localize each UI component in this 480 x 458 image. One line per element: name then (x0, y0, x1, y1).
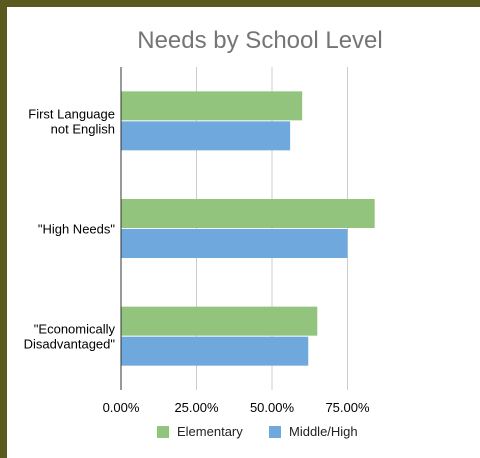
category-label-2-0: "Economically (34, 322, 116, 337)
x-tick-label-3: 75.00% (325, 400, 370, 415)
x-tick-label-2: 50.00% (250, 400, 295, 415)
gridlines (196, 67, 348, 390)
bar-middle-high-0 (121, 121, 291, 151)
legend-swatch-1 (269, 426, 281, 438)
bar-elementary-1 (121, 199, 375, 228)
category-label-1-0: "High Needs" (38, 222, 116, 237)
chart-frame: Needs by School Level First Language not … (7, 7, 480, 458)
x-tick-labels: 0.00% 25.00% 50.00% 75.00% (103, 400, 370, 415)
bar-middle-high-2 (121, 336, 309, 366)
legend-label-1: Middle/High (289, 424, 358, 439)
legend-label-0: Elementary (177, 424, 243, 439)
legend-swatch-0 (157, 426, 169, 438)
category-label-0-1: not English (51, 121, 115, 136)
bars (121, 91, 375, 366)
bar-elementary-2 (121, 306, 318, 336)
bar-chart: Needs by School Level First Languagenot … (24, 27, 383, 439)
x-tick-label-1: 25.00% (174, 400, 219, 415)
legend: Elementary Middle/High (157, 424, 358, 439)
bar-elementary-0 (121, 91, 303, 121)
category-label-2-1: Disadvantaged" (24, 337, 116, 352)
chart-title: Needs by School Level (137, 27, 382, 54)
bar-middle-high-1 (121, 229, 348, 258)
category-label-0-0: First Language (28, 106, 115, 121)
x-tick-label-0: 0.00% (103, 400, 140, 415)
